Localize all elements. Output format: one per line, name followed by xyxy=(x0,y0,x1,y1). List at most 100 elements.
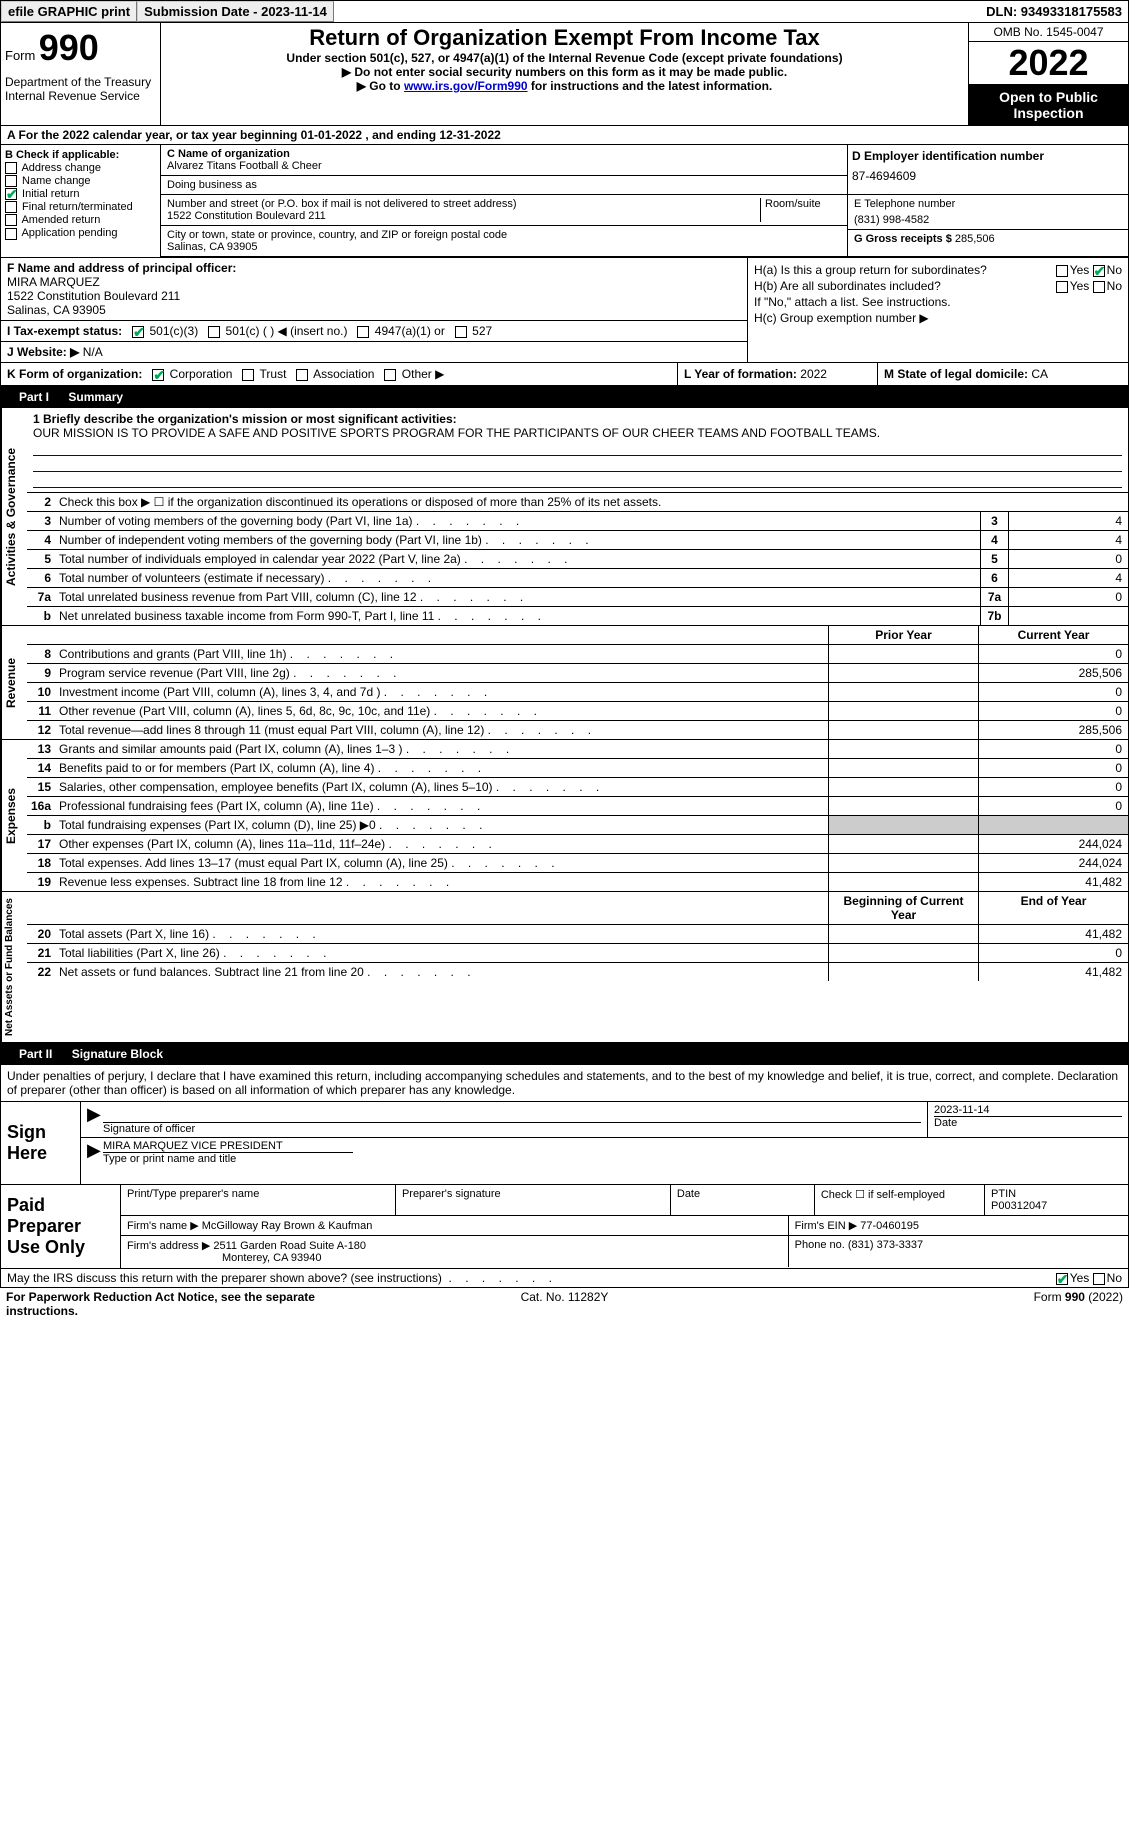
officer-addr1: 1522 Constitution Boulevard 211 xyxy=(7,289,741,303)
part-ii-title: Signature Block xyxy=(72,1047,163,1061)
paid-preparer-label: Paid Preparer Use Only xyxy=(1,1185,121,1268)
room-label: Room/suite xyxy=(761,198,841,222)
mission-text: OUR MISSION IS TO PROVIDE A SAFE AND POS… xyxy=(33,426,1122,440)
m-label: M State of legal domicile: xyxy=(884,367,1028,381)
k-opt-0[interactable] xyxy=(152,369,164,381)
hb-no-checkbox[interactable] xyxy=(1093,281,1105,293)
firm-name: McGilloway Ray Brown & Kaufman xyxy=(202,1220,373,1232)
discuss-with-preparer: May the IRS discuss this return with the… xyxy=(0,1269,1129,1288)
a-end-date: 12-31-2022 xyxy=(439,128,500,142)
hb-yes-checkbox[interactable] xyxy=(1056,281,1068,293)
a-begin-date: 01-01-2022 xyxy=(301,128,362,142)
sig-officer-label: Signature of officer xyxy=(103,1122,921,1135)
org-name: Alvarez Titans Football & Cheer xyxy=(167,160,841,172)
line-22: 22Net assets or fund balances. Subtract … xyxy=(27,963,1128,981)
gov-line-4: 4Number of independent voting members of… xyxy=(27,531,1128,550)
irs-form990-link[interactable]: www.irs.gov/Form990 xyxy=(404,79,528,93)
summary-expenses: Expenses 13Grants and similar amounts pa… xyxy=(0,740,1129,892)
sig-date: 2023-11-14 xyxy=(934,1104,1122,1116)
page-footer: For Paperwork Reduction Act Notice, see … xyxy=(0,1288,1129,1320)
prep-self-employed: Check ☐ if self-employed xyxy=(815,1185,985,1215)
f-label: F Name and address of principal officer: xyxy=(7,261,741,275)
prior-year-hdr: Prior Year xyxy=(828,626,978,644)
k-opt-1[interactable] xyxy=(242,369,254,381)
b-check-1: Name change xyxy=(5,175,156,187)
i-label: I Tax-exempt status: xyxy=(7,324,122,338)
line-b: bTotal fundraising expenses (Part IX, co… xyxy=(27,816,1128,835)
discuss-no: No xyxy=(1107,1271,1122,1285)
ptin-value: P00312047 xyxy=(991,1200,1122,1212)
l-label: L Year of formation: xyxy=(684,367,797,381)
k-opt-3[interactable] xyxy=(384,369,396,381)
city-value: Salinas, CA 93905 xyxy=(167,241,841,253)
line-8: 8Contributions and grants (Part VIII, li… xyxy=(27,645,1128,664)
gross-receipts: 285,506 xyxy=(955,233,995,245)
a-pre: A For the 2022 calendar year, or tax yea… xyxy=(7,128,301,142)
vtab-governance: Activities & Governance xyxy=(1,408,27,625)
discuss-text: May the IRS discuss this return with the… xyxy=(7,1271,442,1285)
submission-date-button[interactable]: Submission Date - 2023-11-14 xyxy=(137,1,334,22)
hb-label: H(b) Are all subordinates included? xyxy=(754,279,941,293)
footer-form-num: 990 xyxy=(1065,1290,1085,1304)
formation-year: 2022 xyxy=(800,367,827,381)
part-ii-header: Part II Signature Block xyxy=(0,1043,1129,1065)
i-opt-0[interactable] xyxy=(132,326,144,338)
phone-value: (831) 998-4582 xyxy=(854,214,1122,226)
efile-print-button[interactable]: efile GRAPHIC print xyxy=(1,1,137,22)
prep-date-label: Date xyxy=(671,1185,815,1215)
part-i-label: Part I xyxy=(11,390,57,404)
gov-line-3: 3Number of voting members of the governi… xyxy=(27,512,1128,531)
line-17: 17Other expenses (Part IX, column (A), l… xyxy=(27,835,1128,854)
ha-no-checkbox[interactable] xyxy=(1093,265,1105,277)
line-11: 11Other revenue (Part VIII, column (A), … xyxy=(27,702,1128,721)
b-checkbox-2[interactable] xyxy=(5,188,17,200)
ha-yes-checkbox[interactable] xyxy=(1056,265,1068,277)
omb-number: OMB No. 1545-0047 xyxy=(969,23,1128,42)
b-check-5: Application pending xyxy=(5,227,156,239)
sign-here-block: Sign Here ▶ Signature of officer 2023-11… xyxy=(0,1102,1129,1185)
form-title: Return of Organization Exempt From Incom… xyxy=(163,25,966,51)
form-header: Form 990 Department of the Treasury Inte… xyxy=(0,23,1129,126)
tax-year: 2022 xyxy=(969,42,1128,85)
i-opt-1[interactable] xyxy=(208,326,220,338)
i-opt-3[interactable] xyxy=(455,326,467,338)
discuss-yes-checkbox[interactable] xyxy=(1056,1273,1068,1285)
i-opt-2[interactable] xyxy=(357,326,369,338)
discuss-yes: Yes xyxy=(1070,1271,1090,1285)
footer-left: For Paperwork Reduction Act Notice, see … xyxy=(6,1290,378,1318)
mission-label: 1 Briefly describe the organization's mi… xyxy=(33,412,1122,426)
line-20: 20Total assets (Part X, line 16)41,482 xyxy=(27,925,1128,944)
summary-governance: Activities & Governance 1 Briefly descri… xyxy=(0,408,1129,626)
k-opt-2[interactable] xyxy=(296,369,308,381)
b-checkbox-4[interactable] xyxy=(5,214,17,226)
firm-ein: 77-0460195 xyxy=(860,1220,919,1232)
city-label: City or town, state or province, country… xyxy=(167,229,841,241)
vtab-expenses: Expenses xyxy=(1,740,27,891)
c-name-label: C Name of organization xyxy=(167,148,841,160)
goto-post: for instructions and the latest informat… xyxy=(531,79,772,93)
officer-name: MIRA MARQUEZ xyxy=(7,275,741,289)
prep-sig-label: Preparer's signature xyxy=(396,1185,671,1215)
discuss-no-checkbox[interactable] xyxy=(1093,1273,1105,1285)
b-check-3: Final return/terminated xyxy=(5,201,156,213)
a-mid: , and ending xyxy=(365,128,439,142)
b-checkbox-5[interactable] xyxy=(5,228,17,240)
g-label: G Gross receipts $ xyxy=(854,233,952,245)
section-f-through-j: F Name and address of principal officer:… xyxy=(0,258,1129,363)
street-value: 1522 Constitution Boulevard 211 xyxy=(167,210,760,222)
firm-phone-label: Phone no. xyxy=(795,1239,845,1251)
form-subtitle: Under section 501(c), 527, or 4947(a)(1)… xyxy=(163,51,966,65)
b-checkbox-3[interactable] xyxy=(5,201,17,213)
form-number: 990 xyxy=(39,27,99,68)
line-14: 14Benefits paid to or for members (Part … xyxy=(27,759,1128,778)
vtab-net: Net Assets or Fund Balances xyxy=(1,892,27,1042)
b-checkbox-0[interactable] xyxy=(5,162,17,174)
firm-addr-label: Firm's address ▶ xyxy=(127,1240,210,1252)
j-label: J Website: ▶ xyxy=(7,345,79,359)
gov-line-7a: 7aTotal unrelated business revenue from … xyxy=(27,588,1128,607)
officer-addr2: Salinas, CA 93905 xyxy=(7,303,741,317)
part-i-title: Summary xyxy=(68,390,123,404)
prep-name-label: Print/Type preparer's name xyxy=(121,1185,396,1215)
street-label: Number and street (or P.O. box if mail i… xyxy=(167,198,760,210)
row-klm: K Form of organization: Corporation Trus… xyxy=(0,363,1129,386)
